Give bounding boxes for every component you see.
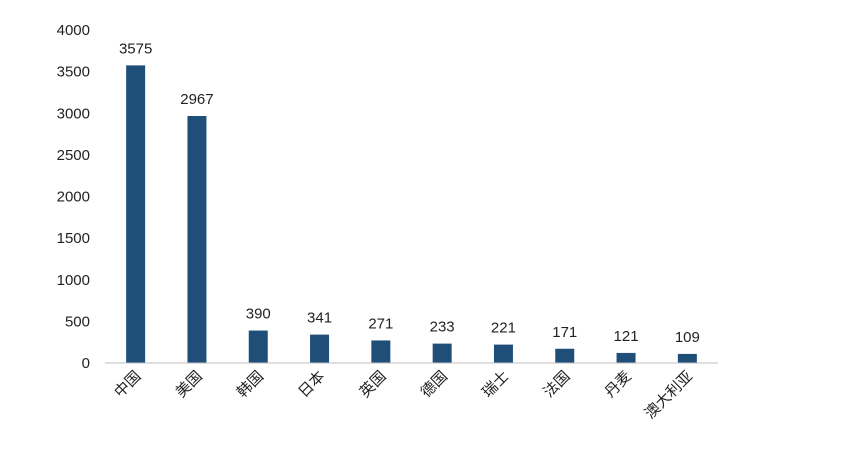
data-labels: 3575 2967 390 341 271 233 221 171 121 109 bbox=[119, 40, 700, 346]
bar-data-label: 3575 bbox=[119, 40, 152, 57]
bar bbox=[555, 348, 575, 363]
y-tick-label: 3000 bbox=[57, 105, 90, 122]
bar bbox=[432, 343, 452, 363]
bar bbox=[126, 65, 146, 363]
x-category-label: 韩国 bbox=[233, 367, 267, 401]
bar bbox=[616, 352, 636, 363]
y-tick-label: 3500 bbox=[57, 64, 90, 81]
y-axis-tick-labels: 0 500 1000 1500 2000 2500 3000 3500 4000 bbox=[57, 22, 90, 372]
bars bbox=[126, 65, 697, 363]
bar-data-label: 341 bbox=[307, 310, 332, 327]
x-category-label: 瑞士 bbox=[478, 367, 512, 401]
x-axis-category-labels: 中国 美国 韩国 日本 英国 德国 瑞士 法国 丹麦 澳大利亚 bbox=[111, 367, 697, 422]
bar bbox=[677, 353, 697, 363]
y-tick-label: 500 bbox=[65, 313, 90, 330]
bar-data-label: 171 bbox=[552, 324, 577, 341]
x-category-label: 丹麦 bbox=[601, 367, 635, 401]
bar bbox=[493, 344, 513, 363]
y-tick-label: 4000 bbox=[57, 22, 90, 39]
x-category-label: 美国 bbox=[172, 367, 206, 401]
bar-data-label: 271 bbox=[368, 315, 393, 332]
bar-data-label: 121 bbox=[614, 328, 639, 345]
bar bbox=[248, 330, 268, 363]
bar-data-label: 390 bbox=[246, 306, 271, 323]
x-category-label: 中国 bbox=[111, 367, 145, 401]
y-tick-label: 2000 bbox=[57, 189, 90, 206]
x-category-label: 澳大利亚 bbox=[641, 367, 696, 422]
x-category-label: 日本 bbox=[294, 367, 328, 401]
bar bbox=[187, 115, 207, 363]
y-tick-label: 2500 bbox=[57, 147, 90, 164]
bar-data-label: 2967 bbox=[180, 91, 213, 108]
x-category-label: 英国 bbox=[356, 367, 390, 401]
bar bbox=[371, 340, 391, 363]
bar bbox=[310, 334, 330, 363]
y-tick-label: 1500 bbox=[57, 230, 90, 247]
bar-data-label: 233 bbox=[430, 319, 455, 336]
bar-data-label: 221 bbox=[491, 320, 516, 337]
y-tick-label: 0 bbox=[82, 355, 90, 372]
y-tick-label: 1000 bbox=[57, 272, 90, 289]
x-category-label: 法国 bbox=[540, 367, 574, 401]
bar-data-label: 109 bbox=[675, 329, 700, 346]
x-category-label: 德国 bbox=[417, 367, 451, 401]
